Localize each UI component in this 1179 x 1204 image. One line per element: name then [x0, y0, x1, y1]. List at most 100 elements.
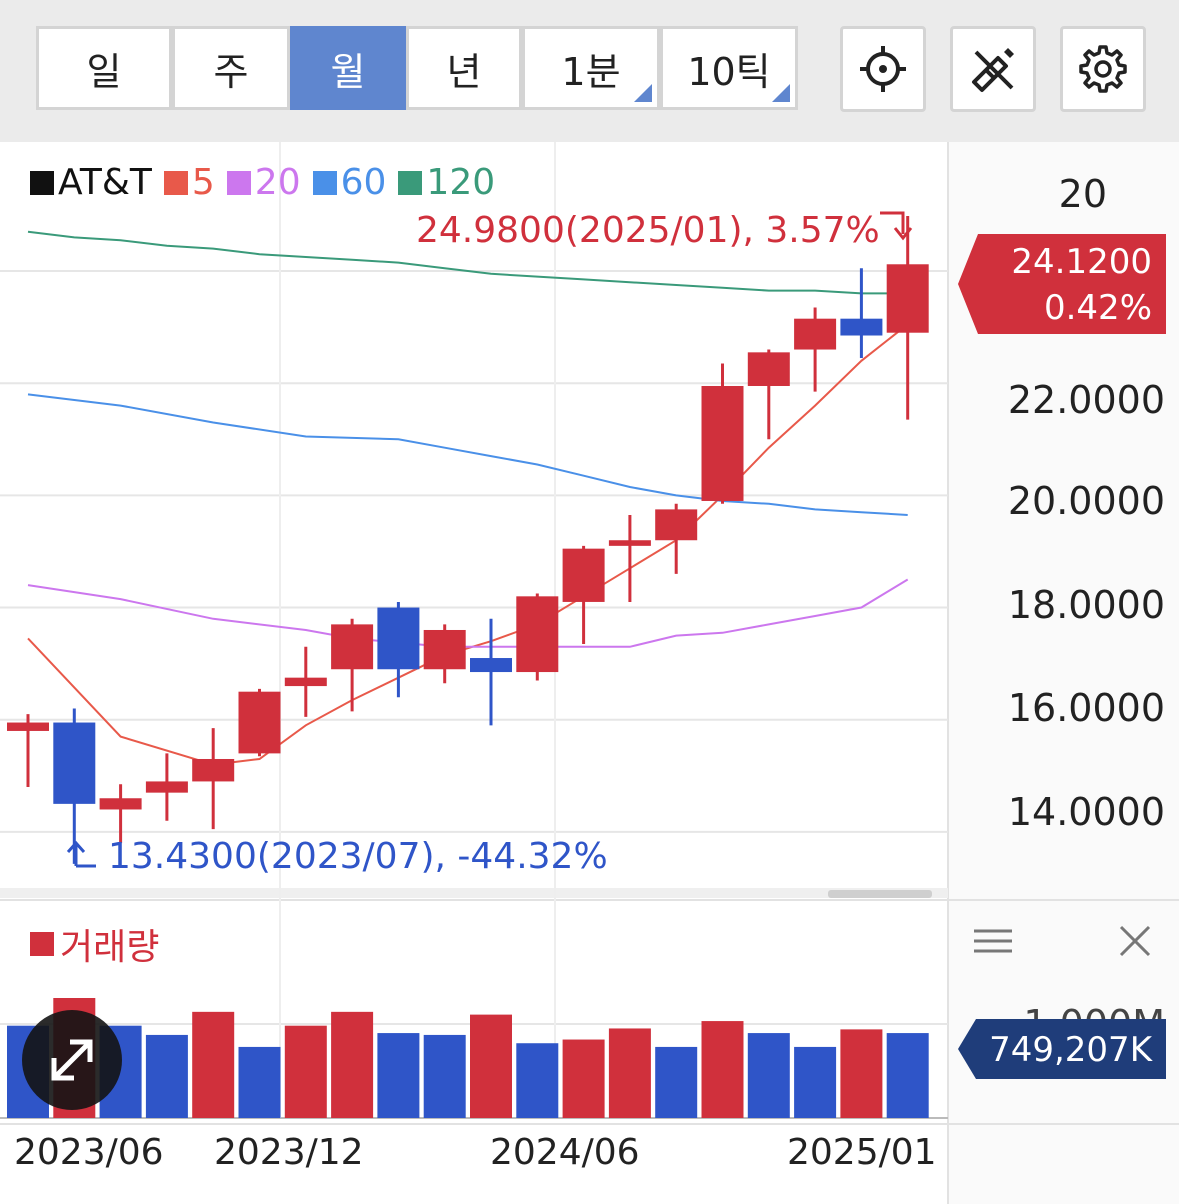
candle-body [655, 509, 698, 541]
x-tick-label: 2025/01 [787, 1132, 937, 1173]
candle-body [608, 540, 651, 546]
y-tick-label: 14.0000 [1007, 790, 1165, 834]
candle-body [747, 352, 790, 386]
period-label: 일 [86, 49, 122, 94]
high-marker-arrow [880, 211, 913, 241]
y-tick-label: 20.0000 [1007, 479, 1165, 523]
period-label: 주 [213, 49, 249, 94]
candle-body [886, 264, 929, 333]
legend-ma120: 120 [398, 162, 495, 203]
volume-bar [423, 1034, 466, 1118]
price-change: 0.42% [1043, 288, 1152, 328]
current-volume: 749,207K [989, 1030, 1152, 1070]
volume-bar [284, 1025, 327, 1118]
volume-bar [747, 1033, 790, 1118]
volume-bar [238, 1046, 281, 1118]
volume-bars [7, 998, 929, 1118]
period-tick-button[interactable]: 10틱 [660, 26, 798, 110]
legend-swatch [30, 932, 54, 956]
clear-drawings-button[interactable] [950, 26, 1036, 112]
candle-body [423, 629, 466, 670]
candle-body [377, 607, 420, 670]
candle-body [145, 781, 188, 793]
volume-legend-label: 거래량 [60, 927, 160, 968]
volume-bar [794, 1046, 837, 1118]
low-marker-arrow [66, 840, 96, 868]
legend-ma-label: 5 [191, 162, 215, 203]
candle-body [53, 722, 96, 804]
legend-ma5: 5 [163, 162, 215, 203]
moving-averages [27, 230, 909, 766]
candle-body [192, 758, 235, 782]
period-label: 1분 [561, 49, 621, 94]
gear-icon [1079, 45, 1127, 93]
period-label: 월 [330, 49, 366, 94]
candle-body [516, 596, 559, 673]
grid [0, 142, 948, 1118]
candle-body [840, 318, 883, 336]
scrollbar-track [0, 888, 948, 898]
legend-symbol-label: AT&T [58, 162, 152, 203]
candle-body [794, 318, 837, 350]
volume-bar [886, 1033, 929, 1118]
volume-legend: 거래량 [30, 918, 159, 970]
period-month-button[interactable]: 월 [290, 26, 406, 110]
price-tag-shape [958, 234, 1166, 334]
candle-body [562, 548, 605, 602]
ma-line-60 [27, 393, 908, 516]
current-volume-tag: 749,207K [958, 1019, 1166, 1079]
y-tick-label: 18.0000 [1007, 583, 1165, 627]
period-minute-button[interactable]: 1분 [522, 26, 660, 110]
volume-bar [192, 1011, 235, 1118]
volume-bar [331, 1011, 374, 1118]
x-tick-label: 2023/06 [14, 1132, 164, 1173]
candle-body [701, 385, 744, 501]
crosshair-icon [860, 46, 906, 92]
volume-bar [701, 1021, 744, 1118]
candle-body [284, 677, 327, 687]
x-tick-label: 2024/06 [490, 1132, 640, 1173]
period-day-button[interactable]: 일 [36, 26, 172, 110]
legend-swatch [226, 170, 251, 195]
volume-close-icon[interactable] [1119, 925, 1151, 957]
legend-swatch [30, 170, 54, 195]
legend-swatch [398, 170, 423, 195]
candle-body [470, 658, 512, 673]
period-year-button[interactable]: 년 [406, 26, 522, 110]
volume-bar [377, 1033, 420, 1118]
volume-bar [840, 1029, 883, 1118]
dropdown-corner-icon [772, 84, 790, 102]
dropdown-corner-icon [634, 84, 652, 102]
y-tick-label: 16.0000 [1007, 686, 1165, 730]
candle-body [238, 691, 281, 754]
legend-ma-label: 120 [426, 162, 496, 203]
scrollbar-thumb[interactable] [828, 890, 932, 898]
settings-button[interactable] [1060, 26, 1146, 112]
legend-ma-label: 20 [254, 162, 301, 203]
low-annotation: 13.4300(2023/07), -44.32% [108, 836, 608, 877]
crosshair-button[interactable] [840, 26, 926, 112]
current-price: 24.1200 [1011, 242, 1152, 282]
current-price-tag: 24.1200 0.42% [958, 234, 1166, 334]
volume-menu-icon[interactable] [974, 929, 1012, 953]
legend-swatch [312, 170, 337, 195]
expand-icon [51, 1039, 93, 1081]
volume-bar [608, 1028, 651, 1118]
candle-body [99, 798, 142, 810]
toolbar: 일 주 월 년 1분 10틱 [0, 0, 1179, 142]
ma-line-20 [27, 578, 909, 648]
period-label: 년 [446, 49, 482, 94]
period-label: 10틱 [687, 49, 771, 94]
legend-ma60: 60 [312, 162, 386, 203]
volume-bar [470, 1014, 512, 1118]
y-tick-label: 22.0000 [1007, 378, 1165, 422]
period-week-button[interactable]: 주 [172, 26, 290, 110]
volume-bar [562, 1039, 605, 1118]
expand-chart-button[interactable] [22, 1010, 122, 1110]
high-annotation: 24.9800(2025/01), 3.57% [416, 210, 880, 251]
candles [7, 216, 929, 864]
candle-body [331, 624, 374, 670]
volume-bar [655, 1046, 698, 1118]
legend-swatch [163, 170, 188, 195]
volume-tag-shape [958, 1019, 1166, 1079]
